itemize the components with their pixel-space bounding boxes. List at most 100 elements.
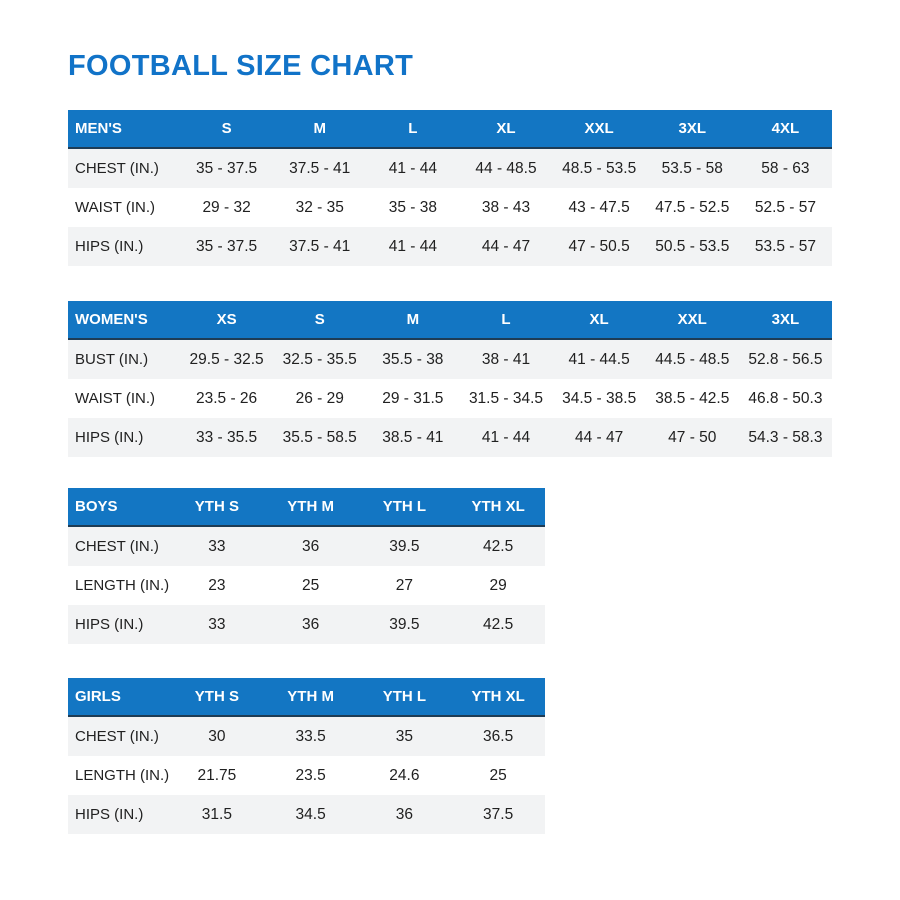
size-value-cell: 36	[302, 537, 320, 555]
size-value-cell: 31.5 - 34.5	[468, 389, 544, 407]
size-value-cell: 29	[489, 576, 507, 594]
row-label: HIPS (IN.)	[75, 238, 144, 255]
size-value-cell: 23.5 - 26	[195, 389, 258, 407]
size-value-cell: 35.5 - 38	[382, 350, 444, 368]
size-value-cell: 37.5	[483, 805, 514, 823]
size-table-girls: GIRLS YTH S YTH M YTH L YTH XL CHEST (IN.) 30 3…	[68, 678, 545, 834]
column-header: XXL	[645, 301, 739, 340]
row-label: WAIST (IN.)	[75, 199, 155, 216]
size-value-cell: 48.5 - 53.5	[562, 159, 637, 177]
table-title-cell: GIRLS	[68, 678, 170, 717]
size-value-cell: 33	[208, 615, 226, 633]
size-value-cell: 33 - 35.5	[195, 428, 258, 446]
table-row: HIPS (IN.) 33 36 39.5 42.5	[68, 605, 545, 644]
table-row: CHEST (IN.) 33 36 39.5 42.5	[68, 526, 545, 566]
size-value-cell: 46.8 - 50.3	[748, 389, 823, 407]
column-header: 3XL	[645, 110, 739, 149]
table-row: LENGTH (IN.) 21.75 23.5 24.6 25	[68, 756, 545, 795]
table-header-row: GIRLS YTH S YTH M YTH L YTH XL	[68, 678, 545, 717]
size-value-cell: 23.5	[295, 766, 326, 784]
size-value-cell: 53.5 - 57	[754, 237, 817, 255]
table-row: BUST (IN.) 29.5 - 32.5 32.5 - 35.5 35.5 - 3…	[68, 339, 832, 379]
column-header: 3XL	[738, 301, 832, 340]
column-header: XS	[180, 301, 274, 340]
column-header: YTH L	[357, 488, 452, 527]
column-header: XXL	[552, 110, 646, 149]
table-row: CHEST (IN.) 35 - 37.5 37.5 - 41 41 - 44 44 -…	[68, 148, 832, 188]
size-value-cell: 44 - 48.5	[475, 159, 537, 177]
column-header: YTH M	[263, 678, 358, 717]
table-header-row: MEN'S S M L XL XXL 3XL 4XL	[68, 110, 832, 149]
column-header: YTH S	[170, 488, 264, 527]
row-label: WAIST (IN.)	[75, 390, 155, 407]
table-row: WAIST (IN.) 23.5 - 26 26 - 29 29 - 31.5 31.5…	[68, 379, 832, 418]
size-value-cell: 41 - 44	[388, 237, 437, 255]
size-table-mens: MEN'S S M L XL XXL 3XL 4XL CHEST (IN.) 35 - 37.5 3…	[68, 110, 832, 266]
size-value-cell: 52.8 - 56.5	[748, 350, 823, 368]
size-value-cell: 32.5 - 35.5	[282, 350, 357, 368]
row-label: CHEST (IN.)	[75, 160, 159, 177]
column-header: M	[273, 110, 367, 149]
size-value-cell: 31.5	[201, 805, 232, 823]
size-value-cell: 35 - 38	[388, 198, 437, 216]
table-row: CHEST (IN.) 30 33.5 35 36.5	[68, 716, 545, 756]
row-label: CHEST (IN.)	[75, 728, 159, 745]
table-row: WAIST (IN.) 29 - 32 32 - 35 35 - 38 38 - 43 4…	[68, 188, 832, 227]
size-value-cell: 23	[208, 576, 226, 594]
table-row: HIPS (IN.) 31.5 34.5 36 37.5	[68, 795, 545, 834]
size-chart-page: FOOTBALL SIZE CHART MEN'S S M L XL XXL 3XL 4XL C…	[68, 50, 832, 834]
size-value-cell: 36	[395, 805, 413, 823]
table-title-cell: WOMEN'S	[68, 301, 180, 340]
size-value-cell: 37.5 - 41	[289, 237, 351, 255]
table-header-row: WOMEN'S XS S M L XL XXL 3XL	[68, 301, 832, 340]
size-value-cell: 36	[302, 615, 320, 633]
size-value-cell: 30	[208, 727, 226, 745]
size-value-cell: 26 - 29	[295, 389, 344, 407]
size-value-cell: 25	[489, 766, 507, 784]
size-value-cell: 58 - 63	[761, 159, 810, 177]
table-row: HIPS (IN.) 33 - 35.5 35.5 - 58.5 38.5 - 41 4…	[68, 418, 832, 457]
size-value-cell: 38.5 - 42.5	[655, 389, 730, 407]
size-value-cell: 42.5	[483, 537, 514, 555]
size-value-cell: 53.5 - 58	[661, 159, 723, 177]
size-value-cell: 41 - 44	[388, 159, 437, 177]
table-row: LENGTH (IN.) 23 25 27 29	[68, 566, 545, 605]
size-value-cell: 39.5	[389, 615, 420, 633]
row-label: CHEST (IN.)	[75, 538, 159, 555]
column-header: YTH L	[357, 678, 452, 717]
column-header: L	[459, 301, 553, 340]
size-value-cell: 38 - 41	[481, 350, 531, 368]
size-value-cell: 25	[302, 576, 320, 594]
row-label: BUST (IN.)	[75, 351, 149, 368]
size-value-cell: 33.5	[295, 727, 326, 745]
size-value-cell: 27	[395, 576, 413, 594]
column-header: YTH XL	[451, 678, 545, 717]
table-title-cell: MEN'S	[68, 110, 180, 149]
column-header: XL	[552, 301, 646, 340]
size-value-cell: 39.5	[389, 537, 420, 555]
size-value-cell: 34.5	[295, 805, 326, 823]
size-value-cell: 29.5 - 32.5	[189, 350, 264, 368]
page-title: FOOTBALL SIZE CHART	[68, 50, 414, 82]
row-label: HIPS (IN.)	[75, 806, 144, 823]
column-header: L	[366, 110, 460, 149]
size-value-cell: 34.5 - 38.5	[562, 389, 637, 407]
column-header: YTH S	[170, 678, 264, 717]
column-header: M	[366, 301, 460, 340]
size-value-cell: 44 - 47	[575, 428, 624, 446]
table-header-row: BOYS YTH S YTH M YTH L YTH XL	[68, 488, 545, 527]
size-value-cell: 35 - 37.5	[195, 159, 258, 177]
size-value-cell: 36.5	[483, 727, 514, 745]
column-header: YTH XL	[451, 488, 545, 527]
row-label: HIPS (IN.)	[75, 616, 144, 633]
row-label: LENGTH (IN.)	[75, 767, 170, 784]
size-value-cell: 44.5 - 48.5	[655, 350, 730, 368]
size-value-cell: 37.5 - 41	[289, 159, 351, 177]
size-value-cell: 29 - 32	[202, 198, 251, 216]
size-value-cell: 43 - 47.5	[568, 198, 630, 216]
size-value-cell: 42.5	[483, 615, 514, 633]
size-value-cell: 38.5 - 41	[382, 428, 444, 446]
size-value-cell: 44 - 47	[481, 237, 531, 255]
size-table-boys: BOYS YTH S YTH M YTH L YTH XL CHEST (IN.) 33 36…	[68, 488, 545, 644]
column-header: YTH M	[263, 488, 358, 527]
